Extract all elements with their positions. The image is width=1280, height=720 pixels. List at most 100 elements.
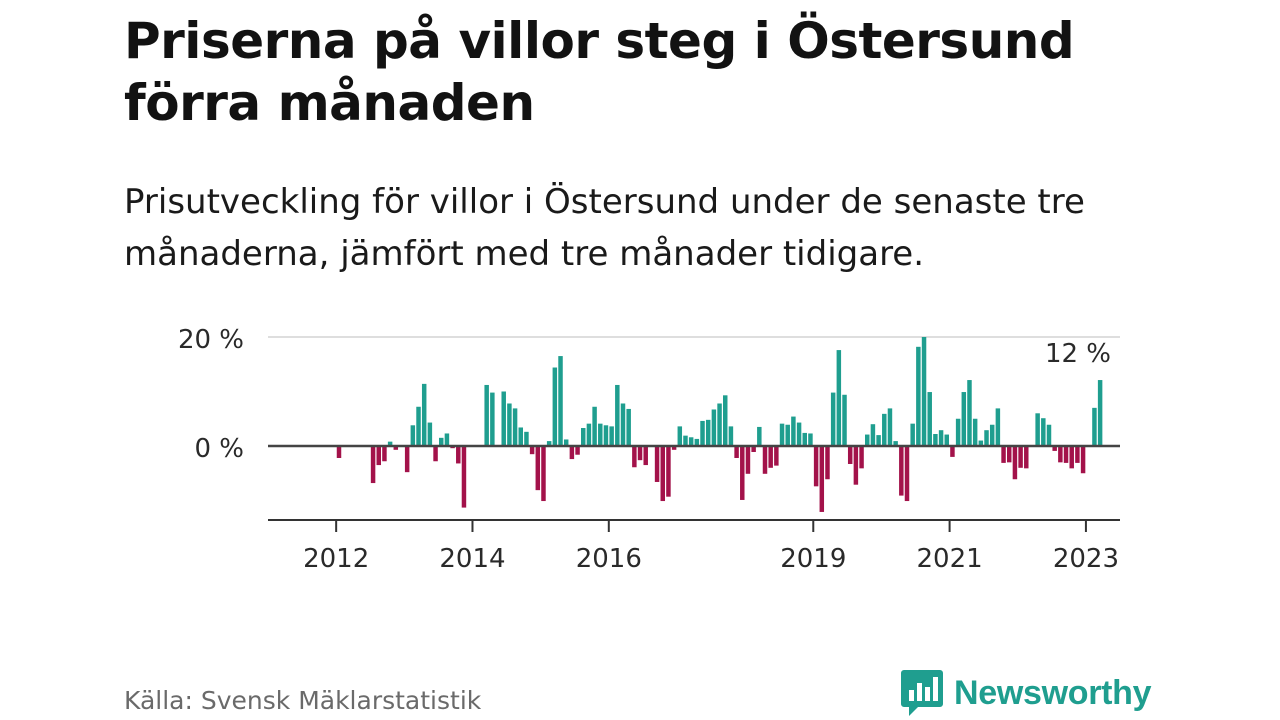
bar [427,422,433,446]
bar [768,446,773,468]
bar [842,394,847,446]
bar [421,383,427,446]
bar [984,430,989,446]
bar [740,446,745,500]
bar [1097,380,1103,446]
x-tick-label: 2014 [439,544,505,574]
bar [620,403,626,446]
bar [694,438,700,446]
bar [444,433,450,446]
bar [677,426,683,446]
bar [1007,446,1012,463]
brand-logo[interactable]: Newsworthy [900,668,1152,718]
bar [541,446,546,502]
x-tick-label: 2016 [576,544,642,574]
bar [723,395,728,446]
bar [916,346,921,446]
bar [569,446,575,460]
bar [490,392,495,446]
bar [626,408,631,446]
bar [688,437,694,446]
bar [1024,446,1029,469]
bar [683,435,688,446]
bar [1092,407,1097,446]
bar [654,446,660,482]
bar [1035,413,1040,446]
bar [870,424,876,446]
axes [268,444,1120,532]
bar [546,441,552,446]
source-note: Källa: Svensk Mäklarstatistik [124,686,482,715]
data-label: 12 % [1045,339,1111,369]
bar [671,446,677,450]
bar [882,413,887,446]
bar [609,426,614,446]
bar [456,446,461,464]
bar [751,446,756,452]
bar [762,446,768,474]
bar [791,416,796,446]
bar [904,446,910,502]
bar [387,441,393,446]
bar [382,446,387,462]
bar [865,434,870,446]
bar [785,424,790,446]
x-tick-label: 2019 [780,544,846,574]
chart-title: Priserna på villor steg i Östersund förr… [124,12,1075,132]
bar [700,420,705,446]
bar [802,432,807,446]
bar [615,384,620,446]
bar [961,392,967,446]
bar-chart-icon [901,670,943,716]
bar [796,422,802,446]
bar [757,426,762,446]
bar [978,440,984,446]
bar [927,392,932,446]
bar [972,418,978,446]
bar [643,446,648,466]
bar [910,423,915,446]
bar [830,392,836,446]
bar [825,446,830,480]
bar [728,426,734,446]
bar [660,446,665,502]
chart-subtitle: Prisutveckling för villor i Östersund un… [124,182,1085,274]
bar [461,446,467,508]
bar [717,403,722,446]
bar [705,419,711,446]
bar [433,446,438,462]
bar [501,391,506,446]
bar [529,446,535,455]
bar-series [336,337,1103,512]
bar [575,446,580,455]
x-tick-label: 2012 [303,544,369,574]
bar [711,409,717,446]
bar [1001,446,1006,463]
bar [632,446,637,468]
bar [1012,446,1018,480]
bar [598,423,603,446]
bar [774,446,779,466]
x-tick-label: 2023 [1053,544,1119,574]
axis-labels: 20 % 0 % 2012 2014 2016 2019 2021 2023 12 % [178,325,1119,574]
bar [1018,446,1023,468]
bar [535,446,541,491]
bar [507,403,512,446]
bar [558,356,563,446]
bar [1075,446,1080,463]
bar [1041,418,1046,446]
bar-chart: 20 % 0 % 2012 2014 2016 2019 2021 2023 12 % [178,325,1120,574]
bar [859,446,864,469]
bar [779,423,785,446]
bar [1046,424,1052,446]
bar [552,367,558,446]
bar [745,446,751,474]
bar [592,406,597,446]
bar [876,435,881,446]
bar [1063,446,1069,463]
bar [921,337,927,446]
bar [819,446,825,512]
bar [518,427,523,446]
bar [989,424,995,446]
bar [734,446,739,458]
